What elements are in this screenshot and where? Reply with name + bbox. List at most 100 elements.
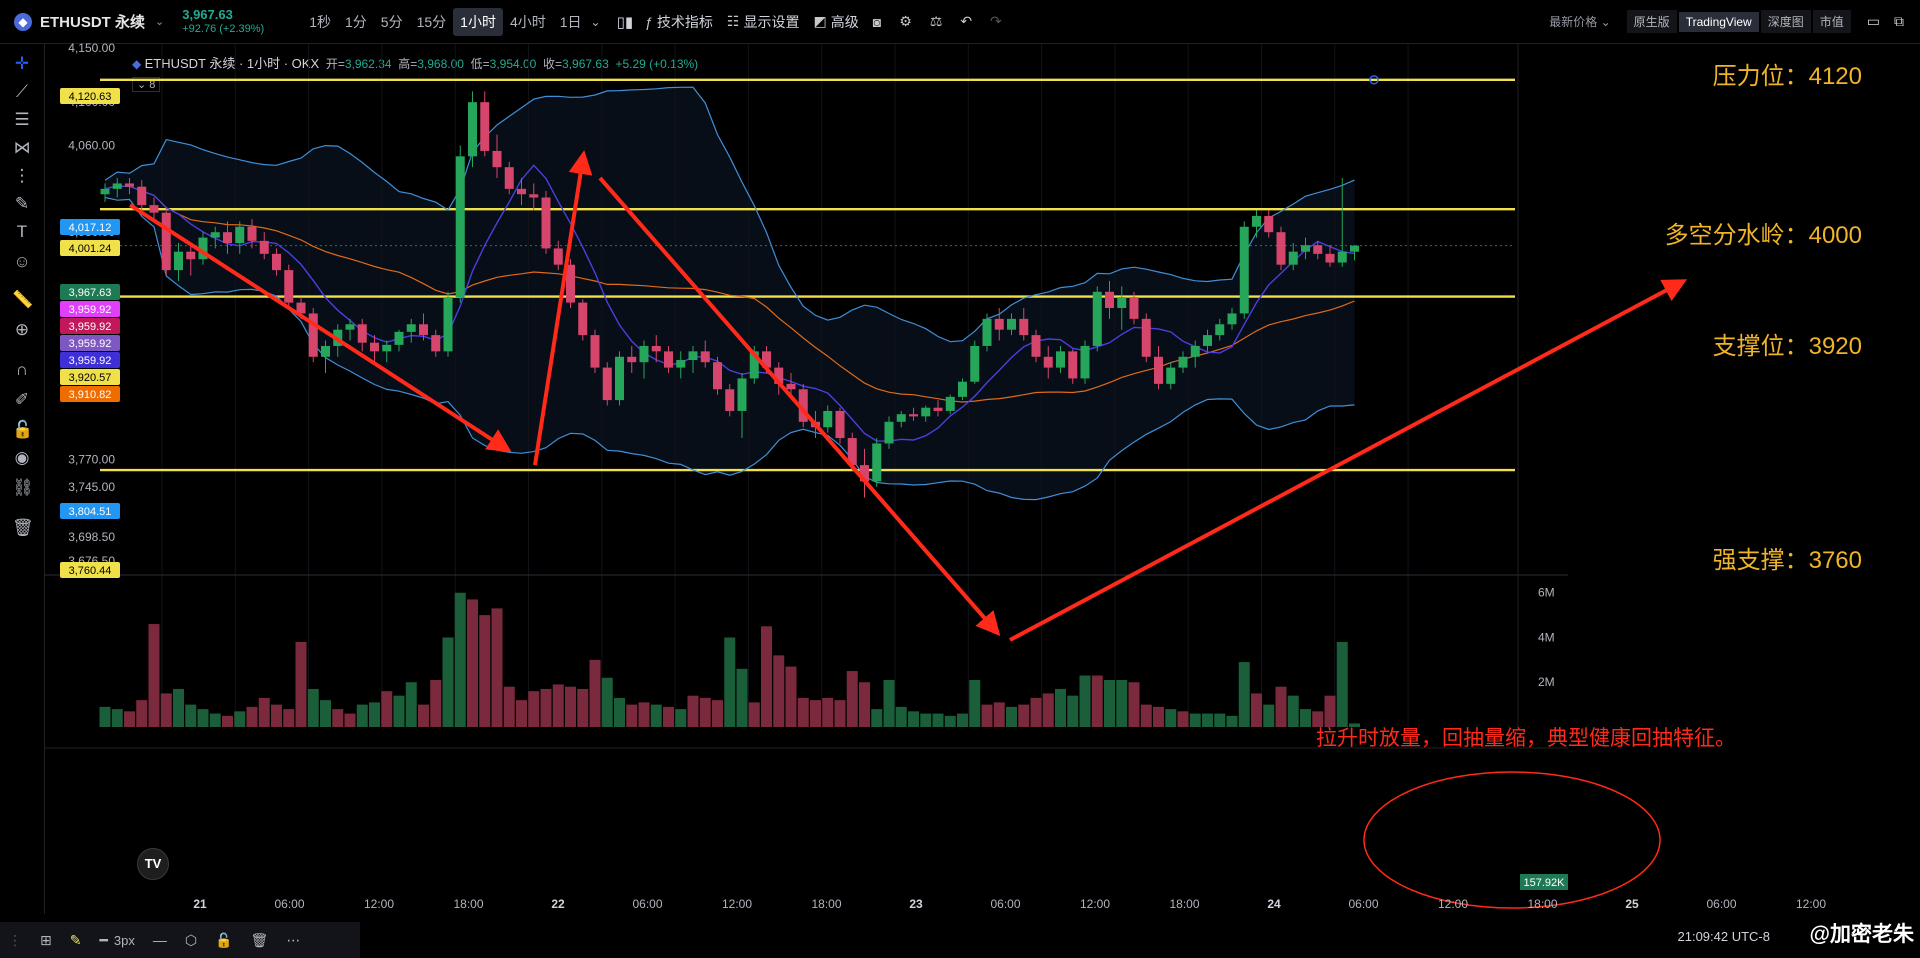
- latest-price-select[interactable]: 最新价格 ⌄: [1549, 15, 1611, 29]
- timeframe-tab-1[interactable]: 1分: [344, 13, 367, 30]
- volume-bar: [173, 688, 184, 727]
- volume-current-tag: [1520, 874, 1568, 890]
- timeframe-tab-5[interactable]: 4小时: [509, 13, 546, 30]
- display-settings-button[interactable]: ☷ 显示设置: [726, 13, 800, 30]
- timeframe-tab-3[interactable]: 15分: [416, 13, 447, 30]
- candle-body: [149, 205, 159, 213]
- bollinger-upper: [104, 86, 1355, 343]
- chevron-down-icon[interactable]: ⌄: [590, 14, 601, 29]
- timeframe-tab-2[interactable]: 5分: [380, 13, 403, 30]
- volume-bar: [491, 608, 503, 727]
- fullscreen-icon[interactable]: ▭: [1866, 13, 1880, 29]
- view-native[interactable]: 原生版: [1626, 10, 1677, 33]
- view-market-cap[interactable]: 市值: [1812, 10, 1851, 33]
- clock[interactable]: 21:09:42 UTC-8: [1677, 929, 1771, 944]
- volume-bar: [822, 697, 834, 727]
- candle-body: [1203, 335, 1212, 346]
- pencil-icon[interactable]: ✎: [69, 931, 82, 948]
- candle-body: [247, 226, 257, 241]
- candle-body: [100, 188, 110, 195]
- magnet-icon[interactable]: ∩: [15, 360, 29, 379]
- settings-button[interactable]: ⚙: [899, 13, 916, 30]
- timeframe-tab-6[interactable]: 1日: [559, 13, 582, 30]
- candle-body: [1092, 291, 1102, 346]
- candle-body: [284, 270, 294, 303]
- candle-body: [896, 414, 906, 422]
- candle-body: [1031, 335, 1041, 357]
- compare-button[interactable]: ⚖: [930, 13, 947, 30]
- volume-bar: [908, 711, 919, 727]
- time-tick: 06:00: [1348, 897, 1378, 911]
- time-tick: 06:00: [990, 897, 1020, 911]
- volume-bar: [834, 700, 846, 727]
- volume-bar: [859, 682, 870, 727]
- price-tag-label: 3,959.92: [69, 304, 112, 316]
- eye-icon[interactable]: ◉: [14, 448, 30, 467]
- volume-bar: [626, 704, 638, 727]
- symbol-selector[interactable]: ◆ ETHUSDT 永续 ⌄: [14, 0, 164, 43]
- legend-open: 3,962.34: [344, 57, 392, 71]
- volume-bar: [699, 697, 711, 727]
- stroke-width[interactable]: 3px: [113, 932, 135, 948]
- fib-icon[interactable]: ⋮: [13, 166, 31, 185]
- volume-bar: [1116, 680, 1128, 727]
- layout-icon[interactable]: ⊞: [40, 931, 52, 948]
- volume-bar: [320, 700, 331, 727]
- more-icon[interactable]: ⋯: [286, 931, 301, 948]
- zoom-in-icon[interactable]: ⊕: [14, 320, 30, 339]
- candle-body: [798, 389, 808, 422]
- candle-type-icon[interactable]: ▯▮: [616, 13, 634, 31]
- unlock-icon[interactable]: 🔓: [215, 931, 233, 948]
- timeframe-tab-4[interactable]: 1小时: [453, 7, 503, 36]
- drag-handle-icon[interactable]: ⋮: [8, 931, 22, 948]
- advanced-button[interactable]: ◩ 高级: [813, 13, 859, 30]
- tradingview-logo[interactable]: TV: [137, 848, 169, 880]
- timeframe-tab-0[interactable]: 1秒: [309, 13, 331, 30]
- text-icon[interactable]: T: [16, 222, 28, 241]
- indicator-collapse-button[interactable]: ⌄ 8: [132, 77, 161, 92]
- trend-line-icon[interactable]: ⟋: [16, 82, 28, 101]
- volume-bar: [1006, 706, 1017, 727]
- lock-pencil-icon[interactable]: ✐: [14, 390, 30, 409]
- lock-icon[interactable]: 🔓: [12, 420, 34, 439]
- volume-bar: [197, 709, 209, 727]
- brush-icon[interactable]: ✎: [14, 194, 30, 213]
- volume-bar: [246, 706, 258, 727]
- hexagon-icon[interactable]: ⬡: [184, 931, 198, 948]
- chevron-down-icon[interactable]: ⌄: [155, 16, 165, 28]
- crosshair-icon[interactable]: ✛: [14, 54, 30, 73]
- volume-bar: [234, 711, 246, 727]
- candle-body: [541, 197, 551, 249]
- redo-button[interactable]: ↷: [990, 13, 1006, 30]
- view-tradingview[interactable]: TradingView: [1678, 11, 1759, 32]
- line-style-icon[interactable]: ━: [99, 931, 108, 948]
- screenshot-button[interactable]: ◙: [873, 14, 885, 30]
- volume-bar: [638, 702, 650, 727]
- price-axis[interactable]: 4,150.004,100.004,060.003,980.003,860.00…: [60, 41, 120, 578]
- horizontal-lines-icon[interactable]: ☰: [14, 110, 30, 129]
- price-box: 3,967.63 +92.76 (+2.39%): [182, 7, 264, 36]
- window-icon[interactable]: ⧉: [1894, 13, 1904, 29]
- volume-bar: [724, 637, 736, 727]
- advanced-icon: ◩: [813, 13, 827, 29]
- candle-body: [1129, 297, 1139, 319]
- trash-icon[interactable]: 🗑: [250, 931, 269, 948]
- link-icon[interactable]: ⛓: [12, 478, 34, 497]
- candle-body: [223, 232, 232, 244]
- bollinger-fill: [105, 87, 1355, 500]
- candle-body: [909, 414, 918, 417]
- line-dash-icon[interactable]: —: [152, 932, 167, 948]
- view-depth[interactable]: 深度图: [1760, 10, 1811, 33]
- ruler-icon[interactable]: 📏: [12, 290, 34, 309]
- indicators-button[interactable]: ƒ 技术指标: [645, 13, 713, 30]
- undo-button[interactable]: ↶: [960, 13, 976, 30]
- candle-body: [1252, 215, 1261, 227]
- candle-body: [137, 186, 147, 206]
- pattern-icon[interactable]: ⋈: [13, 138, 31, 157]
- time-axis[interactable]: 21 06:00 12:00 18:00 22 06:00 12:00 18:00 23 06:0…: [193, 897, 1826, 911]
- emoji-icon[interactable]: ☺: [13, 252, 31, 271]
- volume-bar: [222, 715, 233, 727]
- trash-icon[interactable]: 🗑: [12, 518, 34, 537]
- volume-bar: [736, 668, 748, 727]
